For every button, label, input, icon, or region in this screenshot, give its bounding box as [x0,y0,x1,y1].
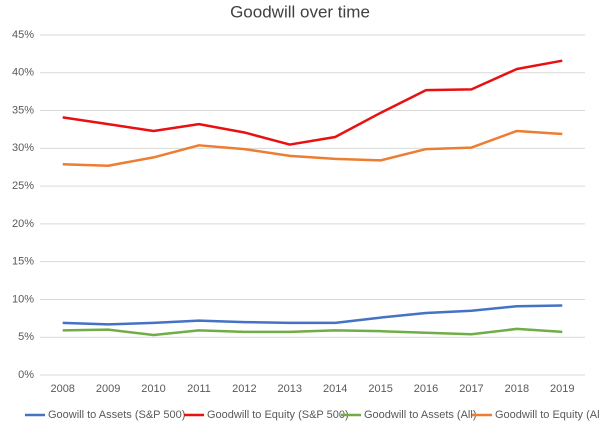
y-tick-label: 35% [12,104,34,116]
y-tick-label: 5% [18,331,34,343]
chart-title: Goodwill over time [230,2,370,21]
x-tick-label: 2016 [414,383,438,395]
y-tick-label: 10% [12,293,34,305]
legend-label: Goodwill to Equity (S&P 500) [207,409,349,421]
y-tick-label: 45% [12,29,34,41]
x-tick-label: 2011 [187,383,211,395]
x-tick-label: 2019 [550,383,574,395]
x-tick-label: 2012 [232,383,256,395]
y-tick-label: 25% [12,180,34,192]
x-tick-label: 2015 [368,383,392,395]
legend-label: Goodwill to Equity (All) [495,409,600,421]
legend-label: Goodwill to Assets (All) [364,409,476,421]
x-tick-label: 2014 [323,383,347,395]
series-line [62,304,563,326]
y-tick-label: 30% [12,142,34,154]
series-line [62,129,563,167]
y-tick-label: 40% [12,67,34,79]
y-tick-label: 20% [12,218,34,230]
x-tick-label: 2009 [96,383,120,395]
x-tick-label: 2018 [505,383,529,395]
series-line [62,59,563,146]
y-tick-label: 15% [12,256,34,268]
series-line [62,327,563,337]
x-tick-label: 2010 [141,383,165,395]
x-tick-label: 2013 [278,383,302,395]
x-tick-label: 2017 [459,383,483,395]
legend-label: Goowill to Assets (S&P 500) [48,409,185,421]
y-tick-label: 0% [18,369,34,381]
x-tick-label: 2008 [50,383,74,395]
